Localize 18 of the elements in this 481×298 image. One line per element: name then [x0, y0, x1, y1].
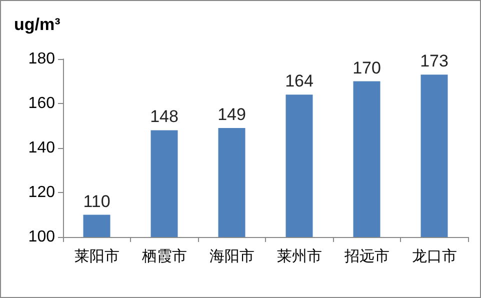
x-tick-label: 栖霞市: [140, 248, 187, 265]
y-tick-label: 140: [28, 140, 56, 156]
x-tick-label: 龙口市: [412, 248, 457, 265]
y-tick-label: 100: [28, 228, 56, 246]
x-tick-label: 海阳市: [209, 248, 254, 265]
x-tick-label: 莱阳市: [74, 248, 120, 265]
data-label: 110: [83, 192, 110, 211]
y-tick-label: 160: [28, 95, 56, 112]
data-label: 148: [150, 107, 178, 126]
x-tick-label: 招远市: [343, 248, 390, 265]
y-tick-label: 120: [28, 184, 56, 201]
y-tick-label: 180: [28, 50, 56, 68]
data-label: 170: [352, 58, 381, 78]
data-label: 149: [218, 104, 246, 124]
x-tick-label: 莱州市: [276, 248, 322, 265]
y-axis-title: ug/m³: [14, 15, 61, 34]
data-label: 173: [420, 52, 448, 71]
data-label: 164: [285, 72, 314, 91]
